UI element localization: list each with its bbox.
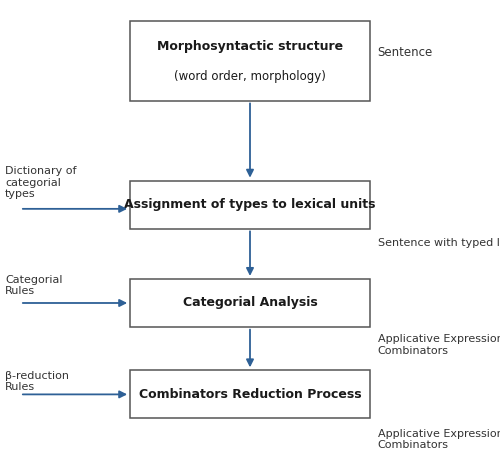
Text: Morphosyntactic structure: Morphosyntactic structure xyxy=(157,40,343,53)
Text: Sentence: Sentence xyxy=(378,46,433,59)
FancyBboxPatch shape xyxy=(130,279,370,327)
Text: β-reduction
Rules: β-reduction Rules xyxy=(5,371,69,393)
Text: Sentence with typed lexical units: Sentence with typed lexical units xyxy=(378,238,500,248)
Text: Dictionary of
categorial
types: Dictionary of categorial types xyxy=(5,166,76,199)
Text: Categorial Analysis: Categorial Analysis xyxy=(182,296,318,309)
Text: Assignment of types to lexical units: Assignment of types to lexical units xyxy=(124,198,376,211)
Text: Categorial
Rules: Categorial Rules xyxy=(5,275,62,297)
Text: (word order, morphology): (word order, morphology) xyxy=(174,70,326,83)
Text: Applicative Expression without
Combinators: Applicative Expression without Combinato… xyxy=(378,429,500,451)
Text: Applicative Expression with
Combinators: Applicative Expression with Combinators xyxy=(378,334,500,356)
FancyBboxPatch shape xyxy=(130,370,370,418)
FancyBboxPatch shape xyxy=(130,181,370,228)
FancyBboxPatch shape xyxy=(130,21,370,101)
Text: Combinators Reduction Process: Combinators Reduction Process xyxy=(138,388,362,401)
